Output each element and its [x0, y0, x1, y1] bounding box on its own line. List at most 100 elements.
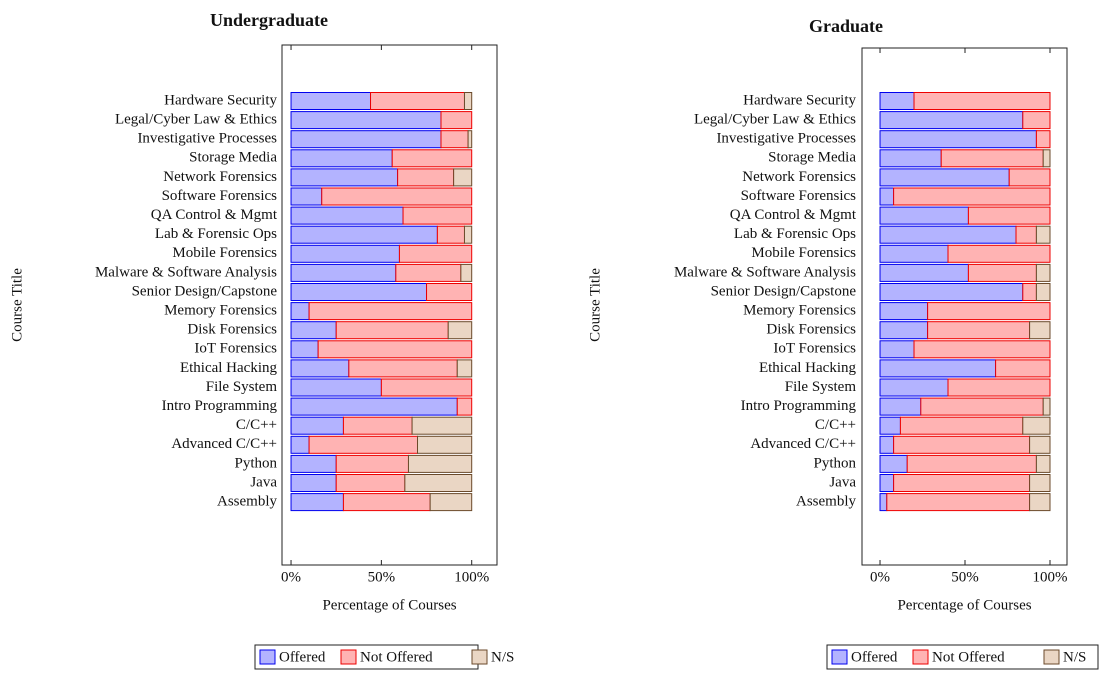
bar-segment: [893, 474, 1031, 492]
y-tick-label: Mobile Forensics: [751, 245, 856, 261]
bar-segment: [335, 321, 449, 340]
bar-segment: [879, 378, 949, 397]
y-tick-label: Python: [813, 455, 856, 471]
legend-swatch: [831, 649, 848, 665]
bar-segment: [947, 244, 1051, 263]
bar-segment: [886, 493, 1031, 512]
bar-segment: [879, 321, 929, 340]
bar-segment: [440, 130, 469, 149]
bar-segment: [290, 263, 397, 282]
y-tick-label: Senior Design/Capstone: [711, 283, 857, 299]
bar-segment: [967, 263, 1037, 282]
y-tick-label: Mobile Forensics: [172, 245, 277, 261]
bar-segment: [290, 130, 442, 149]
bar-segment: [290, 378, 382, 397]
legend-label: N/S: [1063, 649, 1086, 665]
bar-segment: [335, 474, 406, 492]
legend-label: Offered: [851, 649, 898, 665]
bar-segment: [395, 263, 462, 282]
bar-segment: [879, 340, 915, 359]
bar-segment: [463, 225, 473, 244]
bar-segment: [1035, 454, 1051, 473]
bar-segment: [380, 378, 473, 397]
bar-segment: [290, 111, 442, 130]
bar-segment: [290, 244, 400, 263]
bar-segment: [893, 187, 1051, 206]
bar-segment: [398, 244, 473, 263]
bar-segment: [1015, 225, 1037, 244]
bar-segment: [879, 263, 969, 282]
bar-segment: [967, 206, 1051, 225]
bar-segment: [879, 206, 969, 225]
bar-segment: [290, 340, 319, 359]
bar-segment: [397, 168, 455, 187]
y-tick-label: Legal/Cyber Law & Ethics: [694, 112, 856, 128]
bar-segment: [321, 187, 473, 206]
bar-segment: [429, 493, 473, 512]
y-tick-label: Assembly: [217, 494, 278, 510]
legend-label: N/S: [491, 649, 514, 665]
y-tick-label: Network Forensics: [742, 169, 856, 185]
chart-title: Undergraduate: [210, 10, 328, 30]
bar-segment: [879, 416, 901, 435]
bar-segment: [463, 92, 473, 110]
bar-segment: [927, 302, 1051, 321]
y-tick-label: Lab & Forensic Ops: [734, 226, 856, 242]
bar-segment: [1029, 474, 1051, 492]
bar-segment: [436, 225, 465, 244]
y-tick-label: File System: [785, 379, 857, 395]
bar-segment: [879, 474, 895, 492]
bar-segment: [995, 359, 1051, 378]
x-tick-label: 100%: [1033, 569, 1068, 585]
bar-segment: [290, 225, 438, 244]
legend: Offered Not Offered N/S: [826, 644, 1099, 670]
y-tick-label: Python: [234, 455, 277, 471]
y-tick-label: Java: [250, 474, 277, 490]
bar-segment: [879, 359, 997, 378]
x-axis-label: Percentage of Courses: [322, 597, 456, 613]
y-tick-label: IoT Forensics: [773, 341, 856, 357]
bar-segment: [879, 130, 1037, 149]
bar-segment: [290, 149, 393, 168]
bar-segment: [290, 283, 428, 301]
bar-segment: [290, 302, 310, 321]
bar-segment: [453, 168, 473, 187]
bar-segment: [927, 321, 1031, 340]
bar-segment: [447, 321, 473, 340]
bar-segment: [879, 244, 949, 263]
bar-segment: [1035, 225, 1051, 244]
plot-frame: [861, 47, 1068, 566]
bar-segment: [456, 359, 473, 378]
bar-segment: [1029, 435, 1051, 454]
bar-segment: [1022, 416, 1051, 435]
bar-segment: [391, 149, 473, 168]
bar-segment: [407, 454, 473, 473]
bar-segment: [440, 111, 473, 130]
bar-segment: [290, 474, 337, 492]
y-tick-label: Investigative Processes: [137, 131, 277, 147]
bar-segment: [1029, 493, 1051, 512]
bar-segment: [947, 378, 1051, 397]
y-tick-label: Hardware Security: [743, 92, 856, 108]
bar-segment: [879, 225, 1017, 244]
y-tick-label: Lab & Forensic Ops: [155, 226, 277, 242]
y-tick-label: Hardware Security: [164, 92, 277, 108]
x-tick-label: 50%: [951, 569, 979, 585]
y-tick-label: Advanced C/C++: [750, 436, 856, 452]
bar-segment: [290, 454, 337, 473]
y-tick-label: Legal/Cyber Law & Ethics: [115, 112, 277, 128]
bar-segment: [348, 359, 458, 378]
bar-segment: [1035, 130, 1051, 149]
bar-segment: [879, 493, 888, 512]
y-tick-label: Memory Forensics: [164, 303, 277, 319]
bar-segment: [1022, 111, 1051, 130]
legend-label: Not Offered: [932, 649, 1005, 665]
bar-segment: [308, 302, 473, 321]
legend-swatch: [1043, 649, 1060, 665]
y-tick-label: Ethical Hacking: [180, 360, 278, 376]
y-tick-label: Advanced C/C++: [171, 436, 277, 452]
bar-segment: [417, 435, 473, 454]
y-tick-label: Disk Forensics: [766, 322, 856, 338]
bar-segment: [411, 416, 473, 435]
